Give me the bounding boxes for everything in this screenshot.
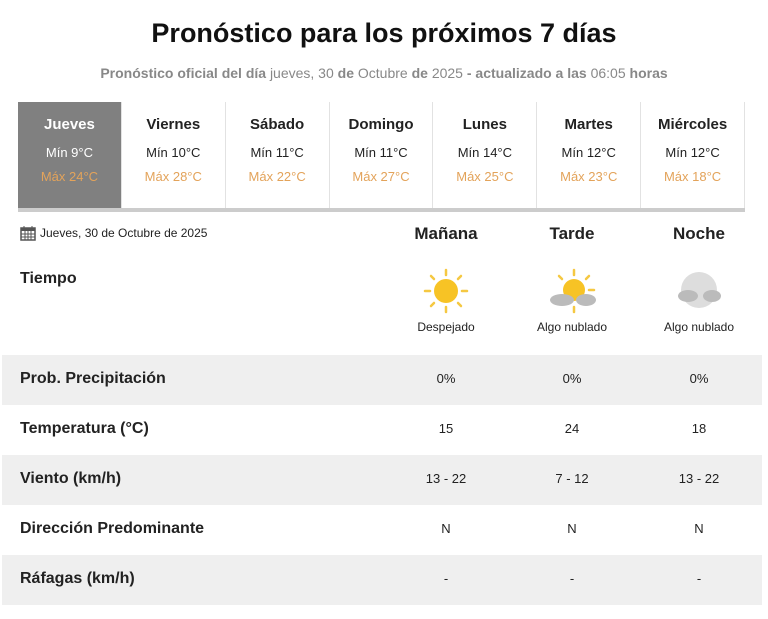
period-noche: Noche	[673, 224, 725, 243]
day-name: Jueves	[43, 116, 95, 133]
max-temp: Máx 22°C	[248, 169, 306, 184]
tab-lunes[interactable]: Lunes Mín 14°C Máx 25°C	[433, 102, 538, 208]
tab-domingo[interactable]: Domingo Mín 11°C Máx 27°C	[330, 102, 434, 208]
partly-cloudy-sun-icon	[550, 268, 596, 314]
tiempo-label: Tiempo	[20, 270, 77, 287]
day-name: Viernes	[146, 116, 201, 133]
row-temperatura: Temperatura (°C) 15 24 18	[2, 405, 762, 455]
value: -	[696, 571, 702, 586]
tab-viernes[interactable]: Viernes Mín 10°C Máx 28°C	[122, 102, 226, 208]
min-temp: Mín 11°C	[354, 145, 408, 160]
tab-sabado[interactable]: Sábado Mín 11°C Máx 22°C	[226, 102, 330, 208]
sub-part: horas	[629, 65, 668, 81]
day-name: Sábado	[250, 116, 305, 133]
min-temp: Mín 10°C	[146, 145, 201, 160]
period-manana: Mañana	[414, 224, 478, 243]
partly-cloudy-moon-icon	[678, 272, 721, 308]
sub-part: 06:05	[590, 65, 626, 81]
sub-part: de	[411, 65, 428, 81]
condition-text: Algo nublado	[663, 320, 735, 334]
value: N	[441, 521, 451, 536]
page-title: Pronóstico para los próximos 7 días	[151, 18, 617, 48]
row-label: Prob. Precipitación	[20, 370, 166, 387]
day-name: Domingo	[348, 116, 414, 133]
detail-date: Jueves, 30 de Octubre de 2025	[20, 225, 207, 241]
min-temp: Mín 14°C	[457, 145, 513, 160]
day-tabs: Jueves Mín 9°C Máx 24°C Viernes Mín 10°C Máx…	[18, 102, 746, 208]
sub-part: - actualizado a las	[466, 65, 587, 81]
value: 0%	[436, 371, 456, 386]
sub-part: 2025	[431, 65, 463, 81]
day-name: Martes	[564, 116, 613, 133]
value: N	[694, 521, 704, 536]
value: 13 - 22	[678, 471, 720, 486]
max-temp: Máx 28°C	[144, 169, 202, 184]
day-name: Miércoles	[657, 116, 728, 133]
value: 18	[691, 421, 707, 436]
value: 7 - 12	[555, 471, 589, 486]
max-temp: Máx 18°C	[663, 169, 722, 184]
max-temp: Máx 23°C	[560, 169, 618, 184]
tab-jueves[interactable]: Jueves Mín 9°C Máx 24°C	[18, 102, 122, 208]
value: 24	[564, 421, 580, 436]
value: 15	[438, 421, 454, 436]
row-precipitacion: Prob. Precipitación 0% 0% 0%	[2, 355, 762, 405]
row-rafagas: Ráfagas (km/h) - - -	[2, 555, 762, 605]
max-temp: Máx 27°C	[352, 169, 410, 184]
sun-icon	[423, 268, 469, 314]
tab-martes[interactable]: Martes Mín 12°C Máx 23°C	[537, 102, 642, 208]
tab-miercoles[interactable]: Miércoles Mín 12°C Máx 18°C	[641, 102, 746, 208]
row-direccion: Dirección Predominante N N N	[2, 505, 762, 555]
condition-text: Algo nublado	[536, 320, 608, 334]
max-temp: Máx 24°C	[40, 169, 99, 184]
value: 0%	[562, 371, 582, 386]
subtitle: Pronóstico oficial del día jueves, 30 de…	[0, 65, 768, 81]
max-temp: Máx 25°C	[456, 169, 514, 184]
tab-underline	[18, 208, 745, 212]
min-temp: Mín 12°C	[665, 145, 720, 160]
row-label: Dirección Predominante	[20, 520, 205, 537]
value: N	[567, 521, 577, 536]
value: -	[569, 571, 575, 586]
value: 13 - 22	[425, 471, 467, 486]
sub-part: Octubre	[357, 65, 408, 81]
sub-part: Pronóstico oficial del día	[100, 65, 267, 81]
row-label: Temperatura (°C)	[20, 420, 149, 437]
date-text: Jueves, 30 de Octubre de 2025	[40, 226, 208, 240]
min-temp: Mín 11°C	[250, 145, 304, 160]
value: 0%	[689, 371, 709, 386]
value: -	[443, 571, 449, 586]
sub-part: de	[337, 65, 354, 81]
period-tarde: Tarde	[549, 224, 595, 243]
min-temp: Mín 9°C	[45, 145, 93, 160]
min-temp: Mín 12°C	[561, 145, 616, 160]
condition-text: Despejado	[417, 320, 475, 334]
calendar-icon	[20, 226, 36, 241]
day-name: Lunes	[462, 116, 507, 133]
row-label: Viento (km/h)	[20, 470, 122, 487]
sub-part: jueves, 30	[269, 65, 334, 81]
row-viento: Viento (km/h) 13 - 22 7 - 12 13 - 22	[2, 455, 762, 505]
row-label: Ráfagas (km/h)	[20, 570, 135, 587]
